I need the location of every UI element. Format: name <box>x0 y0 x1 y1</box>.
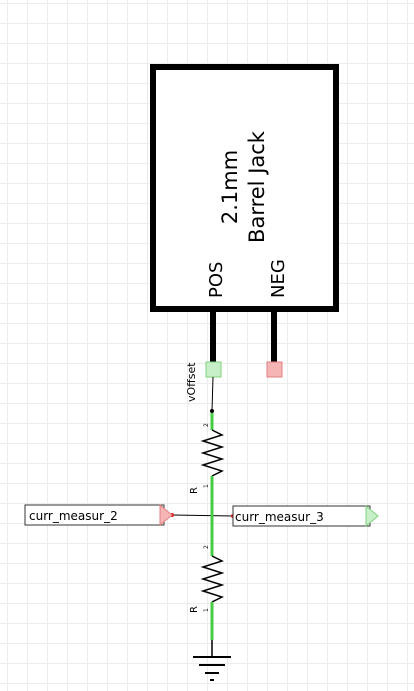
wire-measure-junction <box>171 514 234 517</box>
r1-pin2-label: 2 <box>203 423 210 427</box>
wire-end-node <box>210 409 214 413</box>
port-right-label: curr_measur_3 <box>235 510 324 524</box>
pin-box-neg[interactable] <box>266 361 283 378</box>
barrel-jack-body[interactable] <box>150 64 339 312</box>
pin-label-pos: POS <box>206 262 227 298</box>
r2-pin1-label: 1 <box>203 608 210 612</box>
pin-box-pos[interactable] <box>205 361 222 378</box>
r1-pin1-label: 1 <box>203 484 210 488</box>
net-label-voffset: vOffset <box>185 362 198 402</box>
r1-label: R <box>189 487 200 494</box>
port-right-arrow <box>365 504 379 528</box>
pin-label-neg: NEG <box>268 259 289 298</box>
barrel-jack-title-line2: Barrel Jack <box>245 130 269 243</box>
port-left-arrow <box>159 503 173 527</box>
r1-zigzag <box>200 429 225 477</box>
r2-label: R <box>189 606 200 613</box>
barrel-jack-title-line1: 2.1mm <box>218 150 242 224</box>
ground-symbol <box>193 640 231 681</box>
r2-zigzag <box>200 555 225 603</box>
r2-pin2-label: 2 <box>203 545 210 549</box>
port-left-label: curr_measur_2 <box>29 509 118 523</box>
wire-pos-to-r1 <box>211 376 214 412</box>
